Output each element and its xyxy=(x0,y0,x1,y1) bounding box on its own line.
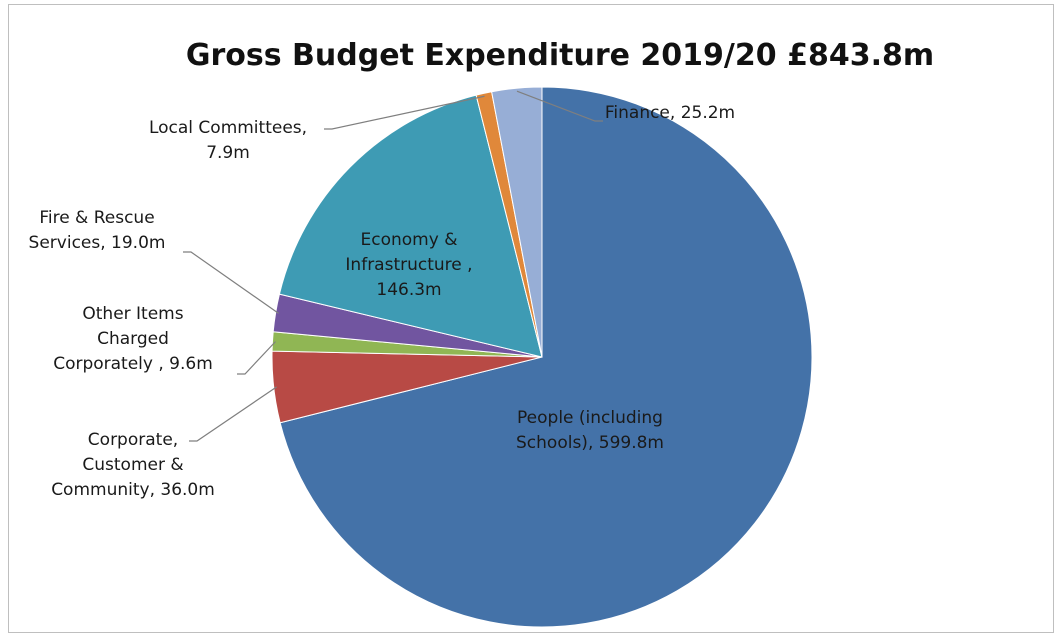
slice-label-line: Infrastructure , xyxy=(345,255,472,275)
slice-label-line: 7.9m xyxy=(206,143,250,163)
pie-chart: Gross Budget Expenditure 2019/20 £843.8m… xyxy=(29,38,934,628)
slice-label: Corporate, Customer & Community, 36.0m xyxy=(51,430,215,500)
pie-slices xyxy=(271,86,813,628)
slice-label: Other Items Charged Corporately , 9.6m xyxy=(53,304,213,374)
leader-lines xyxy=(183,90,603,442)
slice-label-line: Fire & Rescue xyxy=(39,208,154,228)
slice-label: Economy & Infrastructure , 146.3m xyxy=(345,230,472,300)
slice-label-line: 146.3m xyxy=(376,280,441,300)
slice-label-line: Corporate, xyxy=(88,430,178,450)
slice-label-line: Corporately , 9.6m xyxy=(53,354,213,374)
slice-label-line: Other Items xyxy=(82,304,183,324)
slice-label: Local Committees, 7.9m xyxy=(149,118,307,163)
chart-frame: Gross Budget Expenditure 2019/20 £843.8m… xyxy=(8,4,1054,633)
slice-label-line: Services, 19.0m xyxy=(29,233,166,253)
slice-label: Finance, 25.2m xyxy=(605,103,735,123)
slice-label-line: Finance, 25.2m xyxy=(605,103,735,123)
slice-label-line: Local Committees, xyxy=(149,118,307,138)
chart-title: Gross Budget Expenditure 2019/20 £843.8m xyxy=(186,38,934,73)
data-labels: People (including Schools), 599.8m Corpora… xyxy=(29,103,736,500)
slice-label: Fire & Rescue Services, 19.0m xyxy=(29,208,166,253)
slice-label-line: Customer & xyxy=(82,455,183,475)
leader-line xyxy=(516,90,603,122)
slice-label-line: Schools), 599.8m xyxy=(516,433,664,453)
slice-label-line: Community, 36.0m xyxy=(51,480,215,500)
leader-line xyxy=(189,386,278,442)
leader-line xyxy=(324,95,485,130)
pie-slice xyxy=(491,86,543,358)
leader-line xyxy=(237,341,276,375)
slice-label-line: People (including xyxy=(517,408,663,428)
slice-label-line: Economy & xyxy=(361,230,458,250)
pie-slice xyxy=(279,86,813,628)
slice-label: People (including Schools), 599.8m xyxy=(516,408,664,453)
slice-label-line: Charged xyxy=(97,329,169,349)
leader-line xyxy=(183,251,279,314)
